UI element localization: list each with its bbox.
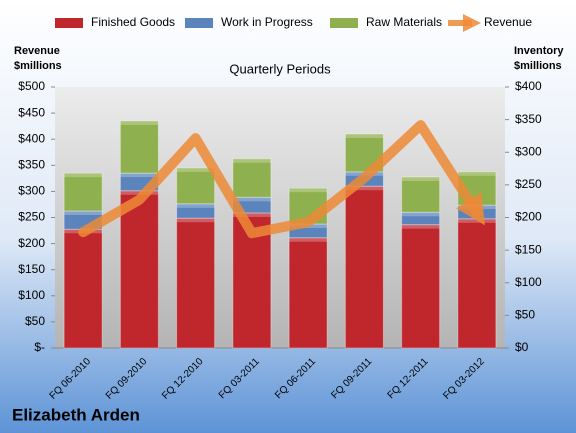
bar-segment: [119, 190, 159, 349]
bar-top: [176, 203, 215, 208]
bar-top: [401, 224, 440, 229]
y2-tick-label: $50: [515, 308, 535, 322]
y-tick-label: $350: [18, 157, 45, 171]
y-tick-label: $150: [18, 262, 45, 276]
y2-tick-label: $250: [515, 177, 542, 191]
y2-axis-label: Inventory: [514, 45, 564, 57]
legend-swatch: [185, 18, 213, 28]
y-tick-label: $400: [18, 131, 45, 145]
bar-segment: [119, 120, 159, 174]
bar-segment: [288, 237, 328, 349]
bar-top: [401, 177, 440, 182]
y2-tick-label: $400: [515, 79, 542, 93]
y-tick-label: $200: [18, 236, 45, 250]
bar-top: [120, 173, 159, 178]
y2-tick-label: $350: [515, 112, 542, 126]
bar-segment: [457, 218, 497, 349]
y2-tick-label: $300: [515, 144, 542, 158]
bar-top: [64, 210, 103, 215]
bar-segment: [232, 158, 272, 198]
brand: Elizabeth Arden: [12, 405, 140, 424]
bar-top: [232, 212, 271, 217]
bar-top: [289, 188, 328, 193]
y-tick-label: $300: [18, 184, 45, 198]
bar-top: [345, 186, 384, 191]
bar-top: [457, 171, 496, 176]
y2-tick-label: $100: [515, 275, 542, 289]
bar-top: [345, 133, 384, 138]
bar-segment: [176, 167, 216, 205]
y-tick-label: $100: [18, 288, 45, 302]
y-tick-label: $50: [25, 314, 45, 328]
y2-tick-label: $150: [515, 242, 542, 256]
bar-top: [289, 237, 328, 242]
bar-top: [457, 218, 496, 223]
bar-top: [401, 212, 440, 217]
legend-label: Work in Progress: [221, 15, 313, 29]
legend-swatch: [55, 18, 83, 28]
bar-top: [232, 158, 271, 163]
revenue-line: [78, 120, 485, 239]
chart-title: Quarterly Periods: [229, 61, 331, 76]
legend-swatch: [330, 18, 358, 28]
y-tick-label: $500: [18, 79, 45, 93]
y2-tick-label: $200: [515, 210, 542, 224]
bar-top: [232, 197, 271, 202]
bar-segment: [401, 224, 441, 349]
bar-segment: [401, 176, 441, 213]
y-tick-label: $250: [18, 210, 45, 224]
y-tick-label: $450: [18, 105, 45, 119]
bar-top: [120, 120, 159, 125]
y2-tick-label: $0: [515, 340, 529, 354]
bar-segment: [63, 172, 103, 212]
bar-top: [64, 173, 103, 178]
legend-label: Raw Materials: [366, 15, 442, 29]
y2-axis-label: $millions: [514, 60, 562, 72]
y-tick-label: $-: [34, 340, 45, 354]
bar-segment: [63, 228, 103, 349]
bar-segment: [344, 185, 384, 349]
legend-label: Revenue: [484, 15, 532, 29]
y-axis-label: Revenue: [14, 45, 60, 57]
legend-label: Finished Goods: [91, 15, 175, 29]
y-axis-label: $millions: [14, 60, 62, 72]
bar-top: [176, 218, 215, 223]
bar-segment: [176, 217, 216, 349]
bar-top: [176, 167, 215, 172]
